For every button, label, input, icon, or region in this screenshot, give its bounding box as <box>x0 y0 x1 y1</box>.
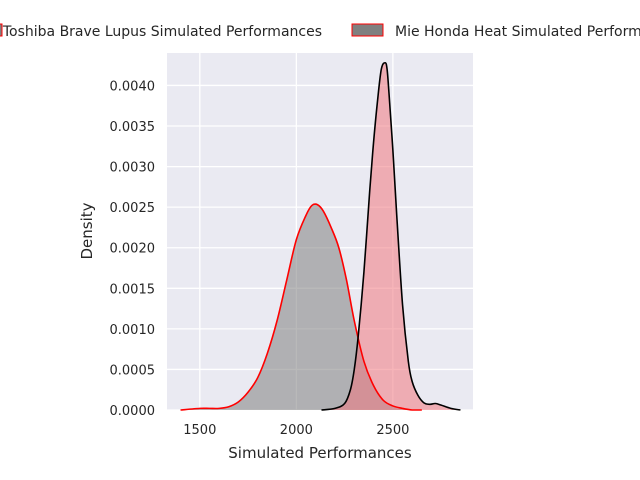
x-axis-label: Simulated Performances <box>228 444 412 462</box>
y-tick-label: 0.0025 <box>110 201 156 216</box>
x-tick-label: 2000 <box>280 423 313 438</box>
y-tick-label: 0.0020 <box>110 242 156 257</box>
series-2-line <box>321 61 461 411</box>
series-1-line <box>180 203 422 411</box>
legend-swatch-series-2 <box>351 23 384 37</box>
legend-label-series-2: Mie Honda Heat Simulated Performances <box>395 24 640 40</box>
y-tick-label: 0.0030 <box>110 161 156 176</box>
y-tick-label: 0.0010 <box>110 323 156 338</box>
y-axis-ticks: 0.0000 0.0005 0.0010 0.0015 0.0020 0.0025 0.00… <box>110 79 156 419</box>
x-tick-label: 2500 <box>376 423 409 438</box>
y-tick-label: 0.0000 <box>110 404 156 419</box>
legend-swatch-series-1 <box>0 23 3 37</box>
y-tick-label: 0.0040 <box>110 79 156 94</box>
x-axis-ticks: 1500 2000 2500 <box>183 423 409 438</box>
y-tick-label: 0.0015 <box>110 282 156 297</box>
series-2-area <box>321 62 461 411</box>
y-tick-label: 0.0035 <box>110 120 156 135</box>
density-series <box>180 61 461 411</box>
legend: Toshiba Brave Lupus Simulated Performanc… <box>0 23 640 40</box>
x-tick-label: 1500 <box>183 423 216 438</box>
legend-label-series-1: Toshiba Brave Lupus Simulated Performanc… <box>2 24 322 40</box>
y-axis-label: Density <box>78 202 96 259</box>
y-tick-label: 0.0005 <box>110 363 156 378</box>
